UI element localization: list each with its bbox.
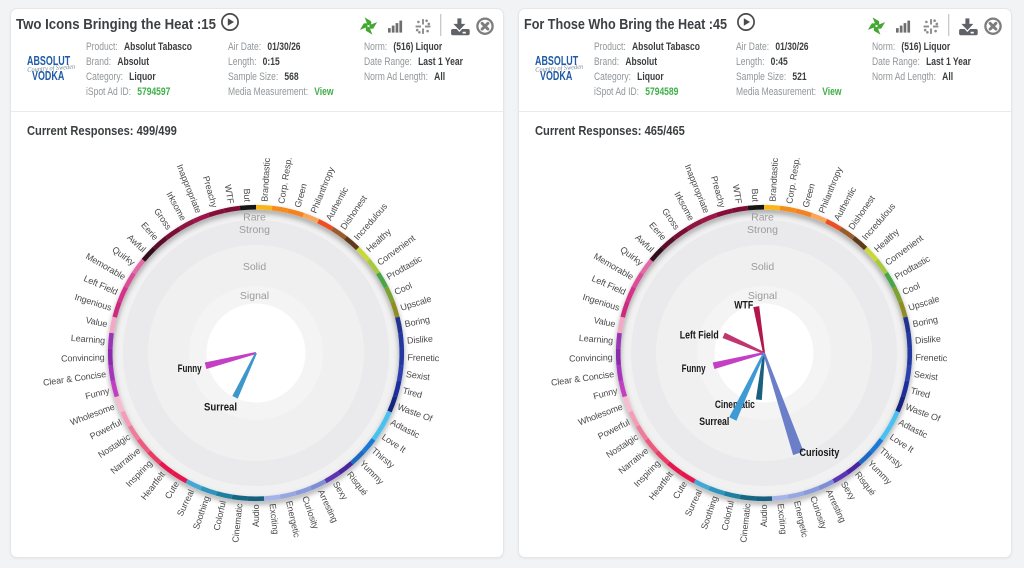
svg-text:Frenetic: Frenetic	[407, 352, 440, 363]
svg-text:Colorful: Colorful	[720, 500, 736, 532]
svg-text:Solid: Solid	[751, 261, 775, 273]
svg-text:Clear & Concise: Clear & Concise	[550, 369, 614, 388]
svg-text:Funny: Funny	[178, 363, 202, 375]
svg-text:Ingenious: Ingenious	[73, 292, 113, 313]
svg-text:Funny: Funny	[592, 385, 619, 401]
svg-text:Cinematic: Cinematic	[738, 502, 752, 543]
svg-text:Surreal: Surreal	[699, 416, 729, 428]
svg-text:Convincing: Convincing	[569, 352, 613, 363]
svg-text:Cute: Cute	[671, 479, 689, 500]
svg-text:Frenetic: Frenetic	[915, 352, 948, 363]
svg-text:WTF: WTF	[734, 300, 753, 312]
svg-text:Funny: Funny	[682, 363, 706, 375]
svg-text:Solid: Solid	[243, 261, 267, 273]
svg-text:Audio: Audio	[251, 504, 261, 527]
svg-text:Cool: Cool	[901, 280, 922, 296]
svg-text:Green: Green	[293, 182, 309, 208]
svg-text:Learning: Learning	[578, 333, 613, 346]
svg-text:Curiosity: Curiosity	[300, 495, 321, 531]
svg-text:Signal: Signal	[748, 290, 777, 302]
svg-text:Awful: Awful	[125, 232, 148, 254]
svg-text:Curiosity: Curiosity	[799, 447, 839, 459]
svg-text:Convincing: Convincing	[61, 352, 105, 363]
svg-text:But: But	[242, 188, 253, 202]
svg-text:Cinematic: Cinematic	[230, 502, 244, 543]
svg-text:Gross: Gross	[152, 206, 174, 232]
svg-text:WTF: WTF	[223, 184, 236, 205]
svg-text:Energetic: Energetic	[792, 500, 810, 539]
svg-text:Eerie: Eerie	[647, 220, 668, 242]
svg-text:Eerie: Eerie	[139, 220, 160, 242]
svg-text:WTF: WTF	[731, 184, 744, 205]
svg-text:Sexy: Sexy	[839, 480, 858, 502]
svg-text:Curiosity: Curiosity	[808, 495, 829, 531]
svg-text:Strong: Strong	[747, 224, 778, 236]
svg-text:Energetic: Energetic	[284, 500, 302, 539]
svg-text:Corp. Resp.: Corp. Resp.	[276, 156, 294, 204]
svg-text:Value: Value	[85, 315, 108, 329]
svg-text:Boring: Boring	[404, 314, 431, 329]
svg-text:Cute: Cute	[163, 479, 181, 500]
svg-text:Sexist: Sexist	[405, 369, 431, 382]
svg-text:Exciting: Exciting	[776, 503, 789, 535]
svg-text:Corp. Resp.: Corp. Resp.	[784, 156, 802, 204]
svg-text:Rare: Rare	[243, 212, 266, 224]
svg-text:Brandtastic: Brandtastic	[768, 157, 780, 202]
svg-text:Colorful: Colorful	[212, 500, 228, 532]
svg-text:Upscale: Upscale	[399, 294, 432, 313]
svg-text:Preachy: Preachy	[709, 175, 728, 209]
svg-text:Surreal: Surreal	[683, 488, 704, 518]
svg-text:Left Field: Left Field	[680, 329, 719, 341]
svg-text:Value: Value	[593, 315, 616, 329]
svg-text:Gross: Gross	[660, 206, 682, 232]
svg-text:But: But	[750, 188, 761, 202]
svg-text:Cinematic: Cinematic	[715, 399, 755, 411]
svg-text:Dislike: Dislike	[915, 334, 942, 346]
svg-text:Exciting: Exciting	[268, 503, 281, 535]
svg-text:Tired: Tired	[402, 386, 424, 401]
svg-text:Brandtastic: Brandtastic	[260, 157, 272, 202]
svg-text:Clear & Concise: Clear & Concise	[42, 369, 106, 388]
svg-text:Cool: Cool	[393, 280, 414, 296]
svg-text:Soothing: Soothing	[191, 495, 212, 531]
svg-text:Soothing: Soothing	[699, 495, 720, 531]
svg-text:Awful: Awful	[633, 232, 656, 254]
svg-text:Green: Green	[801, 182, 817, 208]
svg-text:Upscale: Upscale	[907, 294, 940, 313]
svg-text:Sexist: Sexist	[913, 369, 939, 382]
svg-text:Preachy: Preachy	[201, 175, 220, 209]
svg-text:Sexy: Sexy	[331, 480, 350, 502]
svg-text:Tired: Tired	[910, 386, 932, 401]
svg-text:Rare: Rare	[751, 212, 774, 224]
svg-text:Ingenious: Ingenious	[581, 292, 621, 313]
svg-text:Surreal: Surreal	[204, 401, 237, 413]
svg-text:Learning: Learning	[70, 333, 105, 346]
svg-text:Boring: Boring	[912, 314, 939, 329]
svg-text:Dislike: Dislike	[407, 334, 434, 346]
svg-text:Quirky: Quirky	[618, 244, 645, 267]
svg-text:Audio: Audio	[759, 504, 769, 527]
svg-text:Quirky: Quirky	[110, 244, 137, 267]
svg-text:Signal: Signal	[240, 290, 269, 302]
svg-text:Strong: Strong	[239, 224, 270, 236]
svg-text:Funny: Funny	[84, 385, 111, 401]
svg-text:Surreal: Surreal	[175, 488, 196, 518]
